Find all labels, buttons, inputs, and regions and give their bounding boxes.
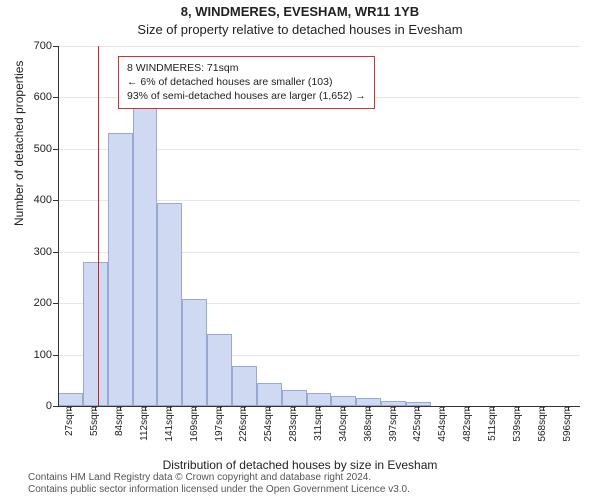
ytick-label: 0 <box>46 400 52 412</box>
xtick-label: 596sqm <box>562 406 573 442</box>
y-axis-label: Number of detached properties <box>12 61 26 226</box>
xtick-label: 568sqm <box>537 406 548 442</box>
histogram-bar <box>133 107 158 406</box>
histogram-bar <box>282 390 307 406</box>
xtick-label: 454sqm <box>437 406 448 442</box>
chart-area: 010020030040050060070027sqm55sqm84sqm112… <box>58 46 580 406</box>
chart-title: Size of property relative to detached ho… <box>0 22 600 37</box>
xtick-label: 397sqm <box>388 406 399 442</box>
page: 8, WINDMERES, EVESHAM, WR11 1YB Size of … <box>0 0 600 500</box>
histogram-bar <box>356 398 381 406</box>
ytick-label: 200 <box>34 297 52 309</box>
address-title: 8, WINDMERES, EVESHAM, WR11 1YB <box>0 4 600 19</box>
ytick-label: 600 <box>34 91 52 103</box>
annotation-line-2: ← 6% of detached houses are smaller (103… <box>127 75 366 89</box>
xtick-label: 511sqm <box>487 406 498 441</box>
xtick-label: 311sqm <box>313 406 324 441</box>
xtick-label: 169sqm <box>189 406 200 442</box>
gridline <box>58 46 580 47</box>
ytick-label: 700 <box>34 40 52 52</box>
histogram-bar <box>232 366 257 406</box>
xtick-label: 197sqm <box>214 406 225 442</box>
histogram-bar <box>257 383 282 406</box>
histogram-bar <box>83 262 108 406</box>
histogram-bar <box>331 396 356 406</box>
footnote-line-1: Contains HM Land Registry data © Crown c… <box>28 472 410 484</box>
x-axis <box>58 406 580 407</box>
xtick-label: 112sqm <box>139 406 150 441</box>
histogram-bar <box>157 203 182 406</box>
xtick-label: 340sqm <box>338 406 349 442</box>
annotation-line-1: 8 WINDMERES: 71sqm <box>127 61 366 75</box>
xtick-label: 482sqm <box>462 406 473 442</box>
ytick-label: 500 <box>34 143 52 155</box>
histogram-bar <box>108 133 133 406</box>
x-axis-label: Distribution of detached houses by size … <box>0 458 600 472</box>
histogram-bar <box>207 334 232 406</box>
annotation-box: 8 WINDMERES: 71sqm ← 6% of detached hous… <box>118 56 375 109</box>
ytick-label: 100 <box>34 349 52 361</box>
xtick-label: 283sqm <box>288 406 299 442</box>
xtick-label: 226sqm <box>238 406 249 442</box>
histogram-bar <box>182 299 207 406</box>
ytick-label: 300 <box>34 246 52 258</box>
xtick-label: 368sqm <box>363 406 374 442</box>
xtick-label: 539sqm <box>512 406 523 442</box>
xtick-label: 425sqm <box>412 406 423 442</box>
histogram-bar <box>307 393 332 406</box>
ytick-label: 400 <box>34 194 52 206</box>
annotation-line-3: 93% of semi-detached houses are larger (… <box>127 89 366 103</box>
y-axis <box>58 46 59 406</box>
footnote: Contains HM Land Registry data © Crown c… <box>28 472 410 496</box>
histogram-bar <box>58 393 83 406</box>
footnote-line-2: Contains public sector information licen… <box>28 484 410 496</box>
xtick-label: 141sqm <box>164 406 175 442</box>
property-marker-line <box>98 46 99 406</box>
xtick-label: 254sqm <box>263 406 274 442</box>
